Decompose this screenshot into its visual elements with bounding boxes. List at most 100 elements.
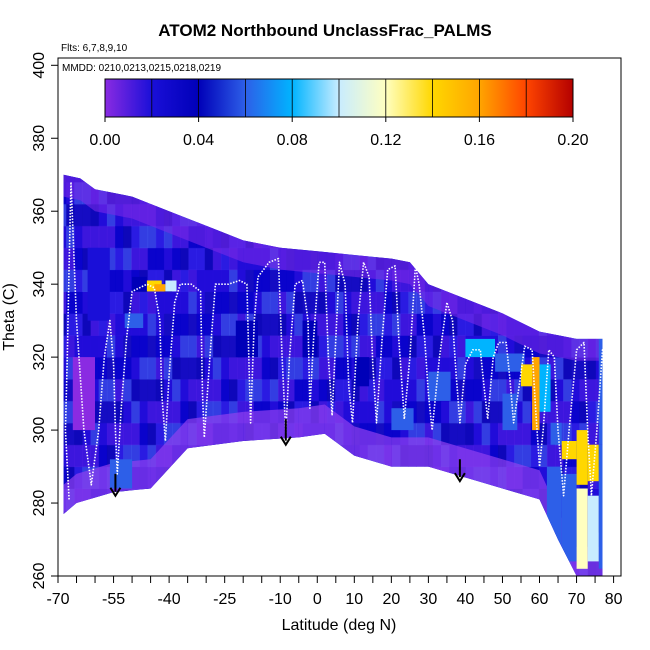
field-stripe [269, 203, 279, 227]
field-stripe [245, 182, 254, 205]
edge-band [298, 404, 325, 438]
field-stripe [286, 466, 295, 489]
field-stripe [318, 225, 328, 249]
field-cell [587, 444, 599, 482]
colorbar-frame [104, 78, 574, 118]
field-stripe [441, 269, 450, 292]
field-stripe [196, 510, 206, 533]
field-stripe [506, 488, 515, 511]
field-stripe [351, 203, 360, 227]
field-stripe [335, 335, 344, 358]
field-stripe [204, 379, 214, 402]
field-stripe [367, 203, 377, 227]
field-cell [235, 320, 258, 358]
field-stripe [424, 422, 434, 446]
field-stripe [74, 203, 83, 227]
y-tick-label: 400 [31, 52, 48, 79]
field-stripe [563, 269, 572, 292]
field-stripe [278, 466, 287, 489]
field-stripe [66, 225, 75, 249]
field-stripe [123, 174, 132, 183]
field-cell [302, 320, 318, 358]
field-stripe [63, 532, 67, 555]
field-stripe [131, 510, 140, 533]
field-stripe [530, 444, 540, 468]
field-stripe [375, 379, 385, 402]
field-stripe [74, 554, 83, 576]
field-stripe [115, 357, 124, 380]
field-stripe [286, 313, 295, 336]
field-stripe [139, 510, 149, 533]
field-stripe [538, 466, 548, 489]
field-stripe [351, 225, 360, 249]
field-stripe [204, 269, 214, 292]
field-stripe [571, 291, 580, 314]
field-stripe [294, 510, 303, 533]
field-stripe [98, 313, 108, 336]
field-stripe [106, 554, 116, 576]
field-stripe [155, 379, 165, 402]
field-stripe [489, 357, 499, 380]
field-stripe [579, 379, 589, 402]
field-stripe [269, 182, 279, 205]
field-stripe [473, 422, 483, 446]
field-stripe [212, 335, 222, 358]
field-stripe [441, 182, 450, 205]
field-stripe [318, 379, 328, 402]
field-stripe [620, 160, 629, 182]
field-stripe [392, 225, 401, 249]
edge-band [502, 313, 540, 354]
field-stripe [375, 225, 385, 249]
field-stripe [82, 335, 91, 358]
field-stripe [163, 510, 173, 533]
field-stripe [172, 400, 181, 424]
field-stripe [383, 357, 393, 380]
field-stripe [147, 422, 157, 446]
field-stripe [123, 554, 132, 576]
field-stripe [335, 357, 344, 380]
x-tick-label: 40 [457, 591, 475, 608]
field-stripe [74, 313, 83, 336]
field-stripe [261, 532, 271, 555]
field-stripe [457, 488, 466, 511]
field-stripe [212, 444, 222, 468]
field-stripe [147, 291, 157, 314]
field-stripe [221, 203, 230, 227]
field-stripe [514, 225, 523, 249]
field-stripe [98, 400, 108, 424]
field-stripe [302, 182, 312, 205]
x-tick-label: 50 [494, 591, 512, 608]
field-stripe [522, 247, 532, 271]
field-stripe [392, 379, 401, 402]
field-stripe [383, 313, 393, 336]
field-stripe [416, 203, 426, 227]
field-stripe [563, 400, 572, 424]
field-stripe [604, 160, 613, 182]
field-stripe [278, 510, 287, 533]
field-stripe [188, 182, 197, 205]
field-cell [428, 371, 451, 401]
field-stripe [408, 335, 417, 358]
field-stripe [294, 335, 303, 358]
field-stripe [147, 400, 157, 424]
field-stripe [63, 444, 67, 468]
field-stripe [571, 269, 580, 292]
field-stripe [139, 444, 149, 468]
field-stripe [63, 203, 67, 227]
field-stripe [115, 554, 124, 576]
field-stripe [620, 510, 629, 532]
field-stripe [546, 554, 556, 576]
field-stripe [245, 554, 254, 576]
field-stripe [383, 510, 393, 533]
field-stripe [514, 510, 523, 533]
field-stripe [294, 269, 303, 292]
field-stripe [392, 554, 401, 576]
field-stripe [522, 444, 532, 468]
field-stripe [212, 291, 222, 314]
field-stripe [269, 488, 279, 511]
x-tick-label: -10 [269, 591, 292, 608]
field-stripe [522, 422, 532, 446]
field-stripe [204, 466, 214, 489]
field-stripe [326, 554, 336, 576]
field-stripe [604, 270, 613, 292]
